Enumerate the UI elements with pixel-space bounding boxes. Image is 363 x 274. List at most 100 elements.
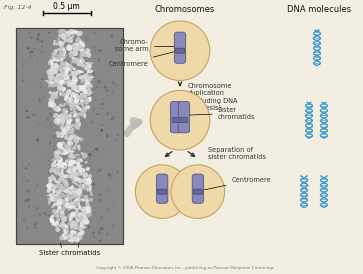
Ellipse shape xyxy=(73,86,76,89)
Ellipse shape xyxy=(80,42,85,47)
Ellipse shape xyxy=(66,197,73,201)
Ellipse shape xyxy=(24,42,25,44)
Ellipse shape xyxy=(66,120,71,124)
Ellipse shape xyxy=(49,91,52,94)
Ellipse shape xyxy=(86,51,89,54)
Ellipse shape xyxy=(69,52,74,58)
Ellipse shape xyxy=(41,78,44,80)
Ellipse shape xyxy=(71,146,77,150)
Ellipse shape xyxy=(75,208,78,215)
Ellipse shape xyxy=(54,114,60,117)
Ellipse shape xyxy=(48,75,54,81)
Ellipse shape xyxy=(50,176,54,180)
Text: Sister
chromatids: Sister chromatids xyxy=(188,107,255,120)
Ellipse shape xyxy=(75,182,77,186)
Ellipse shape xyxy=(53,151,58,156)
Ellipse shape xyxy=(97,193,99,195)
Ellipse shape xyxy=(50,192,55,199)
Ellipse shape xyxy=(50,219,53,223)
Ellipse shape xyxy=(97,149,99,153)
Ellipse shape xyxy=(61,64,65,69)
Ellipse shape xyxy=(61,142,65,145)
Ellipse shape xyxy=(65,174,70,178)
Ellipse shape xyxy=(51,83,56,87)
Ellipse shape xyxy=(78,41,85,48)
Ellipse shape xyxy=(111,173,113,175)
Ellipse shape xyxy=(72,67,76,70)
Ellipse shape xyxy=(80,222,83,227)
Ellipse shape xyxy=(56,106,60,112)
Ellipse shape xyxy=(74,238,77,242)
Ellipse shape xyxy=(60,224,66,230)
Ellipse shape xyxy=(62,235,64,238)
Ellipse shape xyxy=(64,94,69,101)
Ellipse shape xyxy=(74,45,79,51)
Ellipse shape xyxy=(23,219,25,221)
Ellipse shape xyxy=(114,108,117,111)
Ellipse shape xyxy=(87,70,93,73)
Ellipse shape xyxy=(70,236,74,238)
FancyBboxPatch shape xyxy=(174,32,185,63)
Ellipse shape xyxy=(70,102,73,105)
Ellipse shape xyxy=(73,180,76,184)
Ellipse shape xyxy=(99,82,100,84)
Ellipse shape xyxy=(83,210,89,214)
Ellipse shape xyxy=(59,172,65,178)
Ellipse shape xyxy=(70,80,76,84)
Ellipse shape xyxy=(74,30,78,35)
Ellipse shape xyxy=(83,113,85,115)
Ellipse shape xyxy=(90,194,93,196)
Text: 0.5 μm: 0.5 μm xyxy=(53,2,80,11)
Ellipse shape xyxy=(21,213,24,215)
Ellipse shape xyxy=(52,196,58,202)
Ellipse shape xyxy=(26,230,29,231)
Ellipse shape xyxy=(68,46,72,51)
Ellipse shape xyxy=(57,142,63,149)
Ellipse shape xyxy=(22,62,24,66)
Ellipse shape xyxy=(78,38,82,44)
Ellipse shape xyxy=(61,222,65,226)
Ellipse shape xyxy=(88,226,90,229)
Ellipse shape xyxy=(68,99,72,103)
Ellipse shape xyxy=(55,107,61,112)
Ellipse shape xyxy=(70,192,76,199)
Ellipse shape xyxy=(61,69,68,75)
Ellipse shape xyxy=(93,47,95,48)
Ellipse shape xyxy=(46,193,47,195)
Ellipse shape xyxy=(116,133,119,136)
Ellipse shape xyxy=(54,222,60,227)
Ellipse shape xyxy=(50,94,56,99)
Ellipse shape xyxy=(88,153,91,156)
Ellipse shape xyxy=(77,215,81,221)
Ellipse shape xyxy=(54,49,58,53)
Ellipse shape xyxy=(86,199,89,202)
Circle shape xyxy=(171,165,225,218)
Ellipse shape xyxy=(82,93,87,98)
Ellipse shape xyxy=(88,185,92,191)
Ellipse shape xyxy=(55,183,60,189)
Ellipse shape xyxy=(79,230,85,235)
Ellipse shape xyxy=(59,134,64,136)
Ellipse shape xyxy=(81,93,87,99)
Ellipse shape xyxy=(77,194,83,197)
Text: Chromosome
duplication
(including DNA
synthesis): Chromosome duplication (including DNA sy… xyxy=(188,84,237,112)
Ellipse shape xyxy=(30,44,33,48)
Ellipse shape xyxy=(59,133,62,136)
Ellipse shape xyxy=(27,198,30,201)
Ellipse shape xyxy=(60,215,63,217)
Ellipse shape xyxy=(49,175,55,181)
Ellipse shape xyxy=(85,208,89,213)
Ellipse shape xyxy=(74,98,79,104)
Ellipse shape xyxy=(91,169,94,171)
Ellipse shape xyxy=(90,220,91,223)
Ellipse shape xyxy=(87,76,94,79)
Ellipse shape xyxy=(67,196,71,199)
Ellipse shape xyxy=(91,94,93,96)
Ellipse shape xyxy=(70,221,74,227)
Ellipse shape xyxy=(61,206,66,211)
Ellipse shape xyxy=(58,34,61,37)
Ellipse shape xyxy=(84,113,86,119)
Ellipse shape xyxy=(72,72,75,75)
Ellipse shape xyxy=(70,230,76,234)
Ellipse shape xyxy=(67,139,70,143)
